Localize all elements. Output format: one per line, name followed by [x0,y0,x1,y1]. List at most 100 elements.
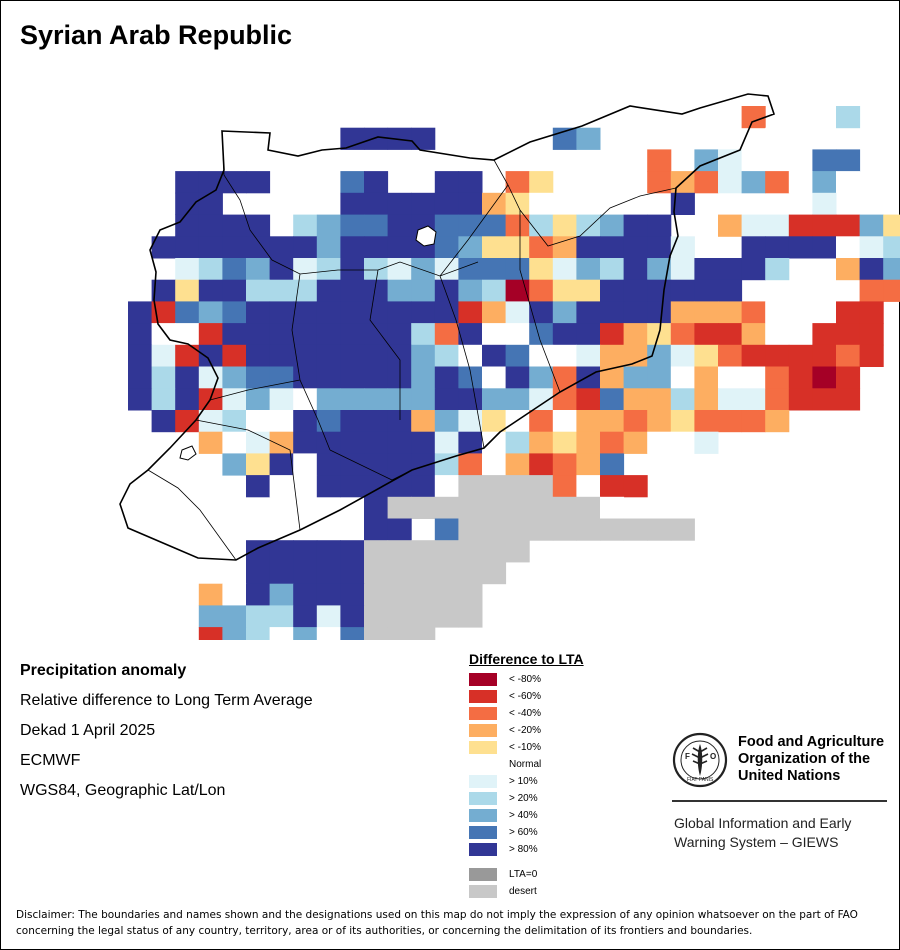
legend-label: > 80% [509,844,538,855]
anomaly-cell [198,323,223,346]
anomaly-cell [246,475,271,498]
fao-logo-icon: F O FIAT PANIS [672,732,728,788]
anomaly-cell [600,236,625,259]
anomaly-cell [340,236,365,259]
anomaly-cell [458,301,483,324]
class-legend-item: > 40% [469,807,584,824]
disclaimer: Disclaimer: The boundaries and names sho… [16,909,858,937]
anomaly-cell [387,562,412,585]
anomaly-cell [765,171,790,194]
legend-swatch [469,690,497,703]
anomaly-cell [600,496,625,519]
anomaly-cell [151,388,176,411]
anomaly-cell [458,323,483,346]
anomaly-cell [364,496,389,519]
anomaly-cell [458,388,483,411]
anomaly-cell [718,149,743,172]
anomaly-cell [269,583,294,606]
legend-title: Difference to LTA [469,651,584,667]
anomaly-cell [293,366,318,389]
legend-label: > 40% [509,810,538,821]
anomaly-cell [505,475,530,498]
anomaly-cell [741,410,766,433]
anomaly-cell [316,323,341,346]
anomaly-cell [175,214,200,237]
anomaly-cell [316,475,341,498]
anomaly-cell [411,301,436,324]
anomaly-cell [718,323,743,346]
anomaly-cell [505,214,530,237]
anomaly-cell [293,627,318,640]
anomaly-cell [458,540,483,563]
anomaly-cell [552,453,577,476]
anomaly-cell [670,431,695,454]
anomaly-cell [765,366,790,389]
legend-label: < -10% [509,742,541,753]
anomaly-cell [529,344,554,367]
anomaly-cell [458,410,483,433]
anomaly-cell [552,410,577,433]
anomaly-cell [647,258,672,281]
anomaly-cell [411,540,436,563]
anomaly-cell [458,518,483,541]
anomaly-cell [246,583,271,606]
anomaly-cell [576,279,601,302]
anomaly-cell [387,279,412,302]
anomaly-cell [222,323,247,346]
anomaly-cell [836,388,861,411]
anomaly-cell [340,214,365,237]
anomaly-cell [269,279,294,302]
anomaly-cell [836,323,861,346]
legend: Difference to LTA < -80% < -60% < -40% < -2… [469,651,584,900]
anomaly-cell [128,323,153,346]
anomaly-cell [316,627,341,640]
anomaly-cell [788,214,813,237]
anomaly-cell [364,301,389,324]
anomaly-cell [175,236,200,259]
anomaly-cell [741,366,766,389]
anomaly-cell [340,605,365,628]
anomaly-cell [670,366,695,389]
anomaly-cell [364,518,389,541]
anomaly-cell [198,344,223,367]
anomaly-cell [198,410,223,433]
anomaly-cell [364,171,389,194]
anomaly-cell [293,453,318,476]
anomaly-cell [623,518,648,541]
anomaly-cell [600,475,625,498]
legend-swatch [469,724,497,737]
anomaly-cell [600,453,625,476]
anomaly-cell [222,279,247,302]
anomaly-cell [718,171,743,194]
anomaly-cell [788,301,813,324]
anomaly-cell [293,540,318,563]
anomaly-cell [340,344,365,367]
legend-label: < -40% [509,708,541,719]
anomaly-cell [505,453,530,476]
anomaly-cell [694,410,719,433]
anomaly-cell [387,518,412,541]
anomaly-cell [529,258,554,281]
anomaly-cell [529,323,554,346]
anomaly-cell [670,323,695,346]
anomaly-cell [340,583,365,606]
anomaly-cell [718,388,743,411]
anomaly-cell [670,279,695,302]
anomaly-cell [718,301,743,324]
anomaly-cell [812,149,837,172]
info-line-3: ECMWF [20,752,81,769]
country-border [119,93,776,561]
anomaly-cell [387,496,412,519]
anomaly-cell [434,301,459,324]
anomaly-cell [552,366,577,389]
anomaly-cell [600,388,625,411]
anomaly-cell [340,475,365,498]
class-legend-item: > 20% [469,790,584,807]
anomaly-cell [576,453,601,476]
anomaly-cell [411,192,436,215]
legend-swatch [469,826,497,839]
anomaly-cell [694,323,719,346]
anomaly-cell [529,453,554,476]
legend-label: desert [509,886,537,897]
anomaly-cell [222,258,247,281]
